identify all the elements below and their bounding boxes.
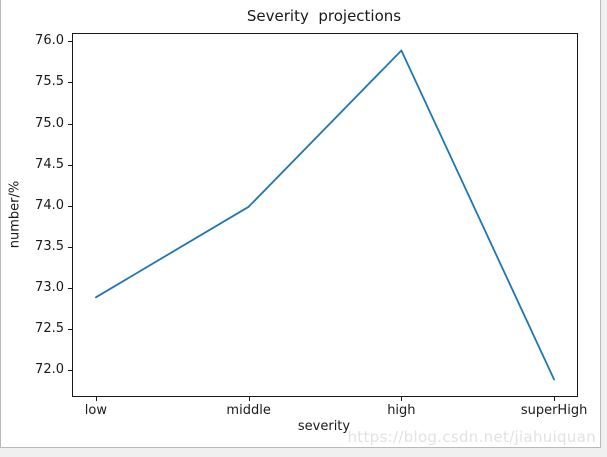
x-tick-mark — [95, 397, 97, 401]
y-tick-mark — [68, 41, 72, 43]
x-tick-label: low — [84, 403, 107, 418]
y-tick-mark — [68, 288, 72, 290]
x-tick-mark — [401, 397, 403, 401]
x-tick-label: middle — [226, 403, 271, 418]
y-tick-label: 76.0 — [35, 33, 64, 49]
y-tick-mark — [68, 164, 72, 166]
plot-area — [72, 33, 578, 397]
y-tick-label: 75.0 — [35, 115, 64, 131]
y-tick-mark — [68, 329, 72, 331]
y-tick-label: 72.0 — [35, 362, 64, 378]
y-tick-mark — [68, 370, 72, 372]
y-tick-mark — [68, 82, 72, 84]
y-tick-label: 73.0 — [35, 280, 64, 296]
y-tick-label: 75.5 — [35, 74, 64, 90]
y-tick-mark — [68, 246, 72, 248]
x-axis-label: severity — [297, 419, 351, 434]
y-tick-label: 74.5 — [35, 156, 64, 172]
y-tick-label: 73.5 — [35, 238, 64, 254]
y-tick-label: 74.0 — [35, 197, 64, 213]
y-tick-label: 72.5 — [35, 321, 64, 337]
x-tick-mark — [554, 397, 556, 401]
x-tick-label: superHigh — [520, 403, 588, 418]
y-tick-mark — [68, 123, 72, 125]
y-axis-label: number/% — [7, 180, 23, 249]
chart-title: Severity projections — [246, 7, 402, 25]
watermark: https://blog.csdn.net/jiahuiquan — [347, 428, 596, 446]
figure-canvas: Severity projections 72.0 72.5 73.0 73.5 74.… — [0, 0, 601, 448]
x-tick-mark — [248, 397, 250, 401]
y-tick-mark — [68, 205, 72, 207]
line-series — [94, 49, 556, 381]
x-tick-label: high — [387, 403, 416, 418]
